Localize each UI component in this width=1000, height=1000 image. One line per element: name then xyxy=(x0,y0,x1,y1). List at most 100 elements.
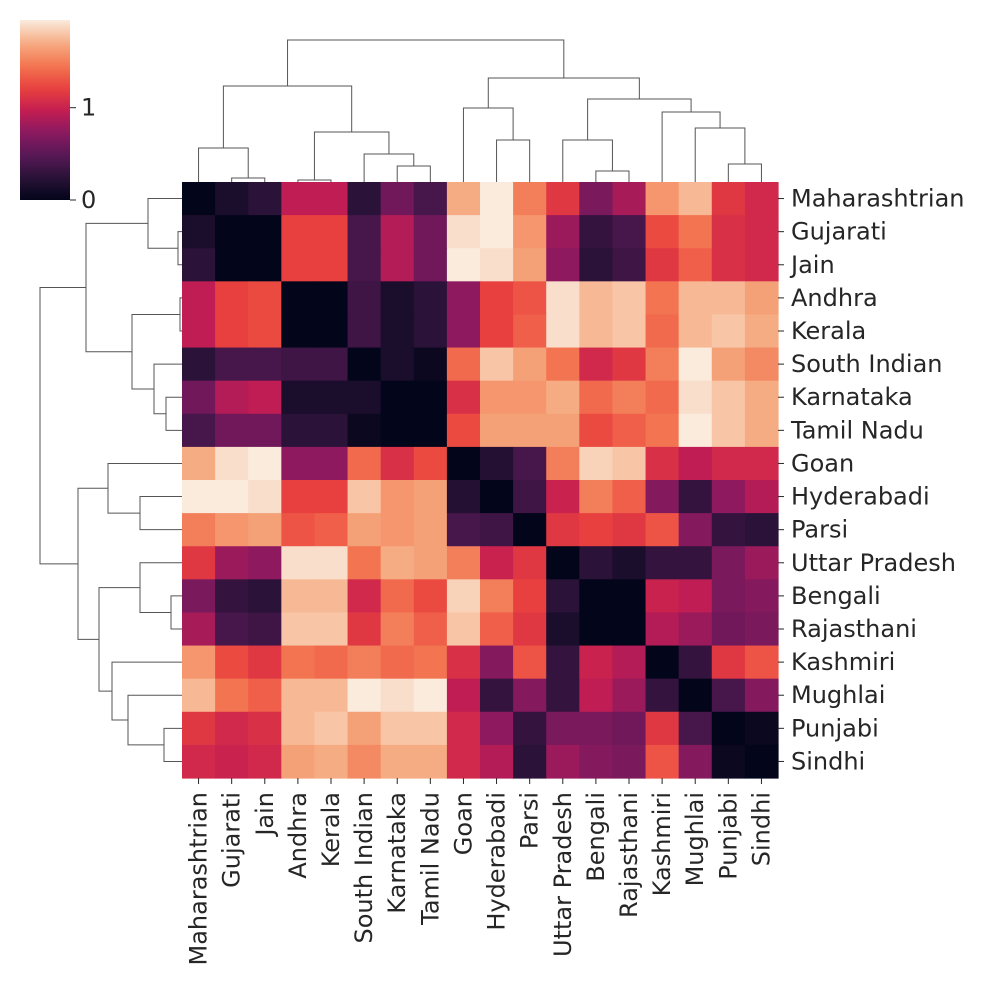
dendrogram-branch xyxy=(127,694,182,746)
dendrogram-branch xyxy=(727,163,762,182)
heatmap-cell xyxy=(579,480,614,514)
heatmap-cell xyxy=(314,347,349,382)
dendrogram-branch xyxy=(231,177,266,182)
heatmap-cell xyxy=(480,579,514,614)
dendrogram-branch xyxy=(287,39,565,86)
heatmap-cell xyxy=(678,480,713,514)
heatmap-cell xyxy=(645,513,680,547)
heatmap-cell xyxy=(182,612,216,647)
heatmap-cell xyxy=(182,182,216,216)
heatmap-cell xyxy=(248,480,282,514)
heatmap-cell xyxy=(446,711,481,746)
heatmap-cell xyxy=(480,314,514,349)
heatmap-cell xyxy=(281,182,316,216)
row-label: South Indian xyxy=(791,350,943,378)
heatmap-cell xyxy=(314,413,349,448)
heatmap-cell xyxy=(711,215,746,249)
heatmap-cell xyxy=(182,678,216,713)
heatmap-cell xyxy=(645,612,680,647)
dendrogram-branch xyxy=(496,139,531,182)
heatmap-cell xyxy=(215,347,249,382)
heatmap-cell xyxy=(413,711,448,746)
column-dendrogram xyxy=(198,39,762,182)
heatmap-cell xyxy=(546,182,580,216)
heatmap-cell xyxy=(744,711,779,746)
heatmap-cell xyxy=(711,513,746,547)
heatmap-cell xyxy=(446,182,481,216)
dendrogram-branch xyxy=(462,107,514,182)
heatmap-cells xyxy=(182,182,779,779)
column-label: Bengali xyxy=(582,792,610,882)
heatmap-cell xyxy=(579,446,614,481)
dendrogram-branch xyxy=(222,85,353,148)
heatmap-cell xyxy=(645,380,680,415)
heatmap-cell xyxy=(513,612,547,647)
row-label: Goan xyxy=(791,449,854,477)
heatmap-cell xyxy=(480,182,514,216)
heatmap-cell xyxy=(380,413,415,448)
row-label: Sindhi xyxy=(791,747,865,775)
heatmap-cell xyxy=(744,182,779,216)
heatmap-cell xyxy=(744,546,779,580)
heatmap-cell xyxy=(744,645,779,680)
row-label: Hyderabadi xyxy=(791,483,930,511)
colorbar-tick-label: 1 xyxy=(81,94,96,122)
heatmap-cell xyxy=(446,678,481,713)
heatmap-cell xyxy=(182,215,216,249)
heatmap-cell xyxy=(248,612,282,647)
row-labels: Maharashtrian Gujarati Jain Andhra Kerala Sou… xyxy=(778,185,964,775)
heatmap-cell xyxy=(513,711,547,746)
heatmap-cell xyxy=(248,711,282,746)
heatmap-cell xyxy=(248,579,282,614)
heatmap-cell xyxy=(347,347,382,382)
heatmap-cell xyxy=(579,314,614,349)
heatmap-cell xyxy=(711,612,746,647)
heatmap-cell xyxy=(480,281,514,316)
row-label: Parsi xyxy=(791,516,848,544)
heatmap-cell xyxy=(579,579,614,614)
heatmap-cell xyxy=(314,645,349,680)
heatmap-cell xyxy=(380,380,415,415)
heatmap-cell xyxy=(413,182,448,216)
heatmap-cell xyxy=(281,347,316,382)
heatmap-cell xyxy=(413,546,448,580)
heatmap-cell xyxy=(612,413,647,448)
column-label: Goan xyxy=(449,792,477,855)
dendrogram-branch xyxy=(562,139,613,182)
heatmap-cell xyxy=(248,645,282,680)
heatmap-cell xyxy=(215,446,249,481)
heatmap-cell xyxy=(513,480,547,514)
heatmap-cell xyxy=(248,215,282,249)
heatmap-cell xyxy=(182,347,216,382)
heatmap-cell xyxy=(744,413,779,448)
heatmap-cell xyxy=(215,513,249,547)
heatmap-cell xyxy=(744,678,779,713)
heatmap-cell xyxy=(248,314,282,349)
heatmap-cell xyxy=(678,678,713,713)
heatmap-cell xyxy=(612,347,647,382)
heatmap-cell xyxy=(546,711,580,746)
heatmap-cell xyxy=(480,645,514,680)
row-label: Punjabi xyxy=(791,714,879,742)
heatmap-cell xyxy=(645,248,680,282)
heatmap-cell xyxy=(711,380,746,415)
heatmap-cell xyxy=(380,215,415,249)
column-label: Mughlai xyxy=(681,792,709,886)
heatmap-cell xyxy=(314,612,349,647)
heatmap-cell xyxy=(347,314,382,349)
heatmap-cell xyxy=(546,645,580,680)
heatmap-cell xyxy=(513,413,547,448)
heatmap-cell xyxy=(281,413,316,448)
heatmap-cell xyxy=(248,380,282,415)
heatmap-cell xyxy=(480,744,514,779)
colorbar: 01 xyxy=(20,20,96,214)
heatmap-cell xyxy=(281,546,316,580)
heatmap-cell xyxy=(248,678,282,713)
heatmap-cell xyxy=(314,744,349,779)
heatmap-cell xyxy=(281,612,316,647)
heatmap-cell xyxy=(347,546,382,580)
heatmap-cell xyxy=(711,711,746,746)
heatmap-cell xyxy=(314,513,349,547)
heatmap-cell xyxy=(579,380,614,415)
heatmap-cell xyxy=(480,413,514,448)
